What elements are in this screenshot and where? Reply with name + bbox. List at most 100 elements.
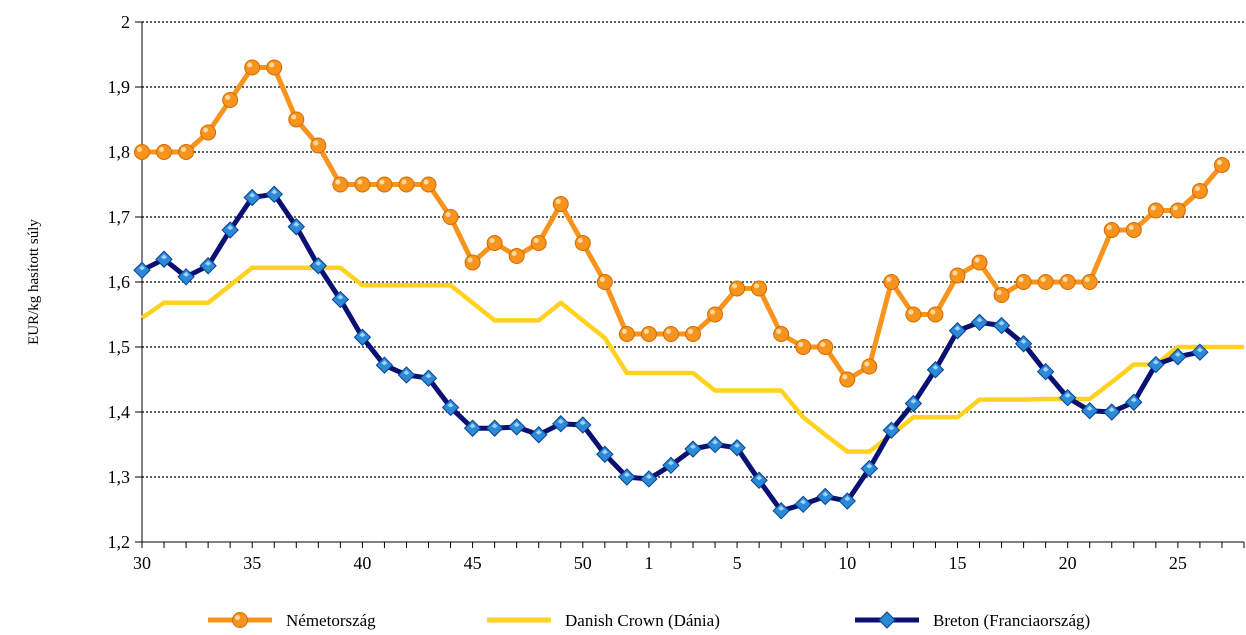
marker-highlight: [910, 398, 917, 404]
series-marker: [310, 137, 327, 154]
marker-highlight: [599, 277, 605, 282]
series-marker: [552, 196, 569, 212]
marker-highlight: [489, 238, 495, 243]
x-tick-label: 25: [1169, 553, 1187, 573]
marker-highlight: [467, 257, 473, 263]
legend-label: Németország: [286, 611, 376, 630]
marker-highlight: [271, 189, 278, 195]
series-marker: [1147, 202, 1164, 219]
legend-marker: [878, 611, 896, 629]
series-marker: [420, 176, 437, 193]
series-marker: [993, 287, 1010, 303]
marker-highlight: [1018, 277, 1024, 282]
series-marker: [266, 59, 283, 76]
series-marker: [574, 235, 591, 251]
series-marker: [662, 326, 679, 342]
legend-item: Danish Crown (Dánia): [487, 611, 720, 630]
series-marker: [751, 280, 768, 297]
marker-highlight: [710, 309, 716, 315]
series-line: [140, 265, 1244, 454]
series-marker: [244, 59, 261, 76]
y-tick-label: 1,2: [108, 532, 131, 552]
marker-highlight: [381, 360, 388, 366]
series-line: [142, 65, 1224, 382]
y-tick-label: 1,3: [108, 467, 131, 487]
series-marker: [222, 92, 239, 108]
marker-highlight: [225, 95, 231, 100]
marker-highlight: [665, 329, 671, 334]
y-tick-label: 1,6: [108, 272, 131, 292]
x-tick-label: 20: [1059, 553, 1077, 573]
marker-highlight: [864, 361, 870, 367]
x-tick-label: 40: [353, 553, 371, 573]
marker-highlight: [359, 332, 366, 338]
marker-highlight: [866, 463, 873, 469]
marker-highlight: [1194, 186, 1200, 191]
marker-highlight: [690, 444, 696, 450]
marker-highlight: [447, 402, 454, 408]
series-marker: [508, 248, 525, 264]
series-marker: [905, 306, 922, 323]
series-marker: [1169, 202, 1186, 219]
marker-highlight: [930, 309, 936, 315]
y-tick-label: 1,8: [108, 142, 131, 162]
marker-highlight: [1042, 366, 1049, 372]
series-marker: [927, 306, 944, 323]
marker-highlight: [315, 260, 322, 266]
marker-highlight: [1106, 225, 1112, 230]
series-marker: [354, 176, 371, 193]
marker-highlight: [379, 179, 385, 185]
series-marker: [795, 339, 812, 355]
marker-highlight: [337, 294, 344, 300]
series-marker: [464, 254, 481, 271]
series-marker: [596, 274, 613, 290]
series-marker: [949, 267, 966, 284]
series-marker: [442, 209, 459, 225]
marker-highlight: [235, 615, 240, 620]
legend-marker: [232, 612, 248, 628]
x-tick-label: 1: [644, 553, 653, 573]
marker-highlight: [577, 238, 583, 243]
marker-highlight: [159, 147, 165, 152]
series-marker: [243, 188, 261, 207]
series-marker: [1125, 222, 1142, 238]
marker-highlight: [247, 62, 253, 68]
series-marker: [200, 124, 217, 141]
series-marker: [707, 306, 724, 323]
marker-highlight: [1130, 397, 1137, 403]
series-marker: [288, 111, 305, 128]
series-marker: [530, 235, 547, 251]
marker-highlight: [800, 499, 807, 505]
marker-highlight: [645, 473, 652, 479]
marker-highlight: [623, 472, 630, 477]
marker-highlight: [667, 460, 674, 466]
series-marker: [640, 326, 657, 342]
legend-label: Breton (Franciaország): [933, 611, 1090, 630]
x-tick-label: 30: [133, 553, 151, 573]
marker-highlight: [293, 221, 300, 227]
marker-highlight: [335, 179, 341, 185]
series-marker: [1191, 183, 1208, 199]
y-axis-label: EUR/kg hasított súly: [26, 219, 42, 345]
marker-highlight: [1040, 277, 1046, 282]
marker-highlight: [137, 147, 142, 152]
marker-highlight: [778, 505, 785, 511]
marker-highlight: [732, 283, 738, 289]
series-marker: [1059, 274, 1076, 290]
marker-highlight: [579, 420, 586, 425]
marker-highlight: [533, 238, 539, 243]
marker-highlight: [976, 317, 983, 323]
marker-highlight: [291, 114, 297, 120]
y-tick-label: 1,9: [108, 77, 131, 97]
marker-highlight: [998, 320, 1005, 326]
x-tick-label: 15: [948, 553, 966, 573]
marker-highlight: [535, 429, 542, 435]
marker-highlight: [756, 475, 763, 481]
marker-highlight: [1062, 277, 1068, 282]
marker-highlight: [511, 251, 517, 256]
marker-highlight: [445, 212, 451, 217]
marker-highlight: [205, 260, 212, 266]
series-marker: [1103, 222, 1120, 238]
x-tick-label: 50: [574, 553, 592, 573]
